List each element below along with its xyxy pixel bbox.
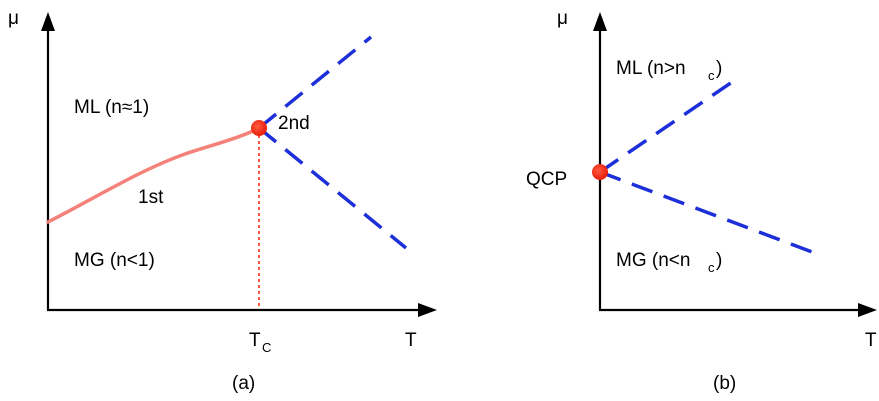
panel-a-region-upper-label: ML (n≈1) xyxy=(74,97,149,118)
panel-a: μ ML (n≈1) 2nd 1st MG (n<1) T C T (a) xyxy=(8,8,437,394)
panel-a-second-order-lower-line xyxy=(257,126,408,250)
panel-a-caption: (a) xyxy=(232,373,255,394)
panel-b-y-axis-label: μ xyxy=(557,8,568,29)
panel-b-y-axis-arrow xyxy=(593,12,607,31)
panel-b-x-axis-label: T xyxy=(865,330,877,351)
panel-b-lower-transition-line xyxy=(599,170,813,254)
panel-a-region-lower-label: MG (n<1) xyxy=(74,250,155,271)
panel-b-region-upper-close: ) xyxy=(716,58,722,79)
panel-b-region-lower-subscript: c xyxy=(708,260,715,275)
panel-a-first-order-label: 1st xyxy=(138,187,164,208)
panel-a-x-axis-label: T xyxy=(405,330,417,351)
panel-b-x-axis-arrow xyxy=(858,303,877,317)
panel-a-critical-point xyxy=(251,120,267,136)
panel-a-tc-label: T xyxy=(249,330,261,351)
panel-a-second-order-label: 2nd xyxy=(278,113,310,134)
panel-b-region-upper-subscript: c xyxy=(708,68,715,83)
panel-a-tc-subscript: C xyxy=(262,340,271,355)
panel-b-region-lower-label: MG (n<n xyxy=(616,250,690,271)
panel-b-qcp-label: QCP xyxy=(526,169,567,190)
panel-a-second-order-upper-line xyxy=(257,35,373,130)
panel-b-upper-transition-line xyxy=(599,78,736,174)
panel-b-region-lower-close: ) xyxy=(716,250,722,271)
panel-b-region-upper-label: ML (n>n xyxy=(616,58,686,79)
panel-b-quantum-critical-point xyxy=(592,164,608,180)
panel-a-y-axis-arrow xyxy=(41,12,55,31)
panel-a-first-order-curve xyxy=(46,126,261,224)
panel-b: μ T QCP ML (n>n c ) MG (n<n c ) (b) xyxy=(526,8,877,394)
panel-a-x-axis-arrow xyxy=(418,303,437,317)
panel-b-caption: (b) xyxy=(713,373,736,394)
panel-a-y-axis-label: μ xyxy=(8,8,19,29)
